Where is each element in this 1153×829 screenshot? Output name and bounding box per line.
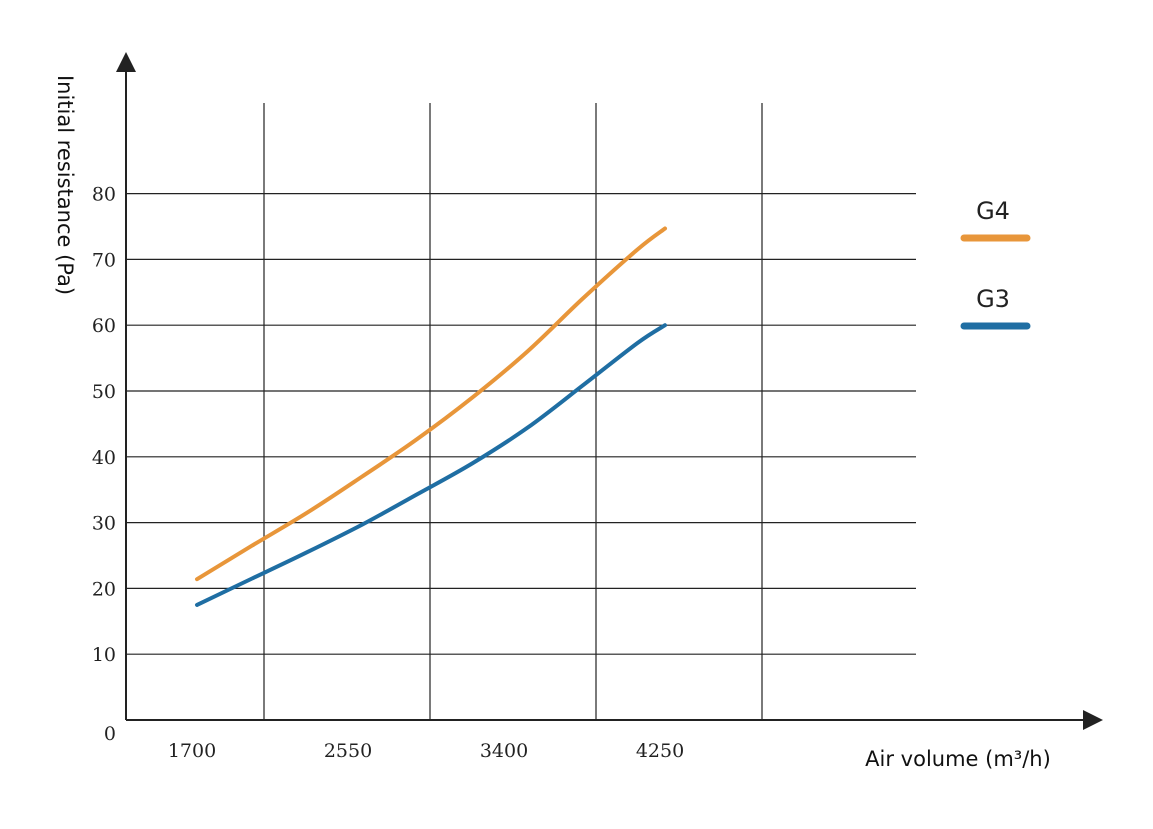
y-axis-arrow xyxy=(116,52,136,72)
x-axis-title: Air volume (m³/h) xyxy=(865,747,1051,771)
x-tick-label: 1700 xyxy=(168,740,216,762)
legend: G4 G3 xyxy=(960,197,1031,330)
series-line-g4 xyxy=(195,226,667,582)
y-axis-title: Initial resistance (Pa) xyxy=(53,75,77,295)
gridlines xyxy=(126,103,916,720)
axes xyxy=(116,52,1103,730)
legend-label-g3: G3 xyxy=(976,285,1010,313)
origin-label: 0 xyxy=(104,723,116,745)
x-tick-label: 3400 xyxy=(480,740,528,762)
y-tick-label: 20 xyxy=(92,578,116,600)
y-tick-label: 50 xyxy=(92,381,116,403)
y-tick-label: 40 xyxy=(92,447,116,469)
y-tick-label: 70 xyxy=(92,249,116,271)
series-line-g3 xyxy=(195,323,667,607)
y-tick-label: 80 xyxy=(92,184,116,206)
series xyxy=(195,226,667,607)
y-tick-label: 10 xyxy=(92,644,116,666)
x-tick-label: 4250 xyxy=(636,740,684,762)
x-axis-arrow xyxy=(1083,710,1103,730)
y-tick-label: 30 xyxy=(92,513,116,535)
x-tick-label: 2550 xyxy=(324,740,372,762)
tick-labels: 10 20 30 40 50 60 70 80 0 1700 2550 3400 4250 xyxy=(92,184,684,762)
y-tick-label: 60 xyxy=(92,315,116,337)
legend-label-g4: G4 xyxy=(976,197,1010,225)
